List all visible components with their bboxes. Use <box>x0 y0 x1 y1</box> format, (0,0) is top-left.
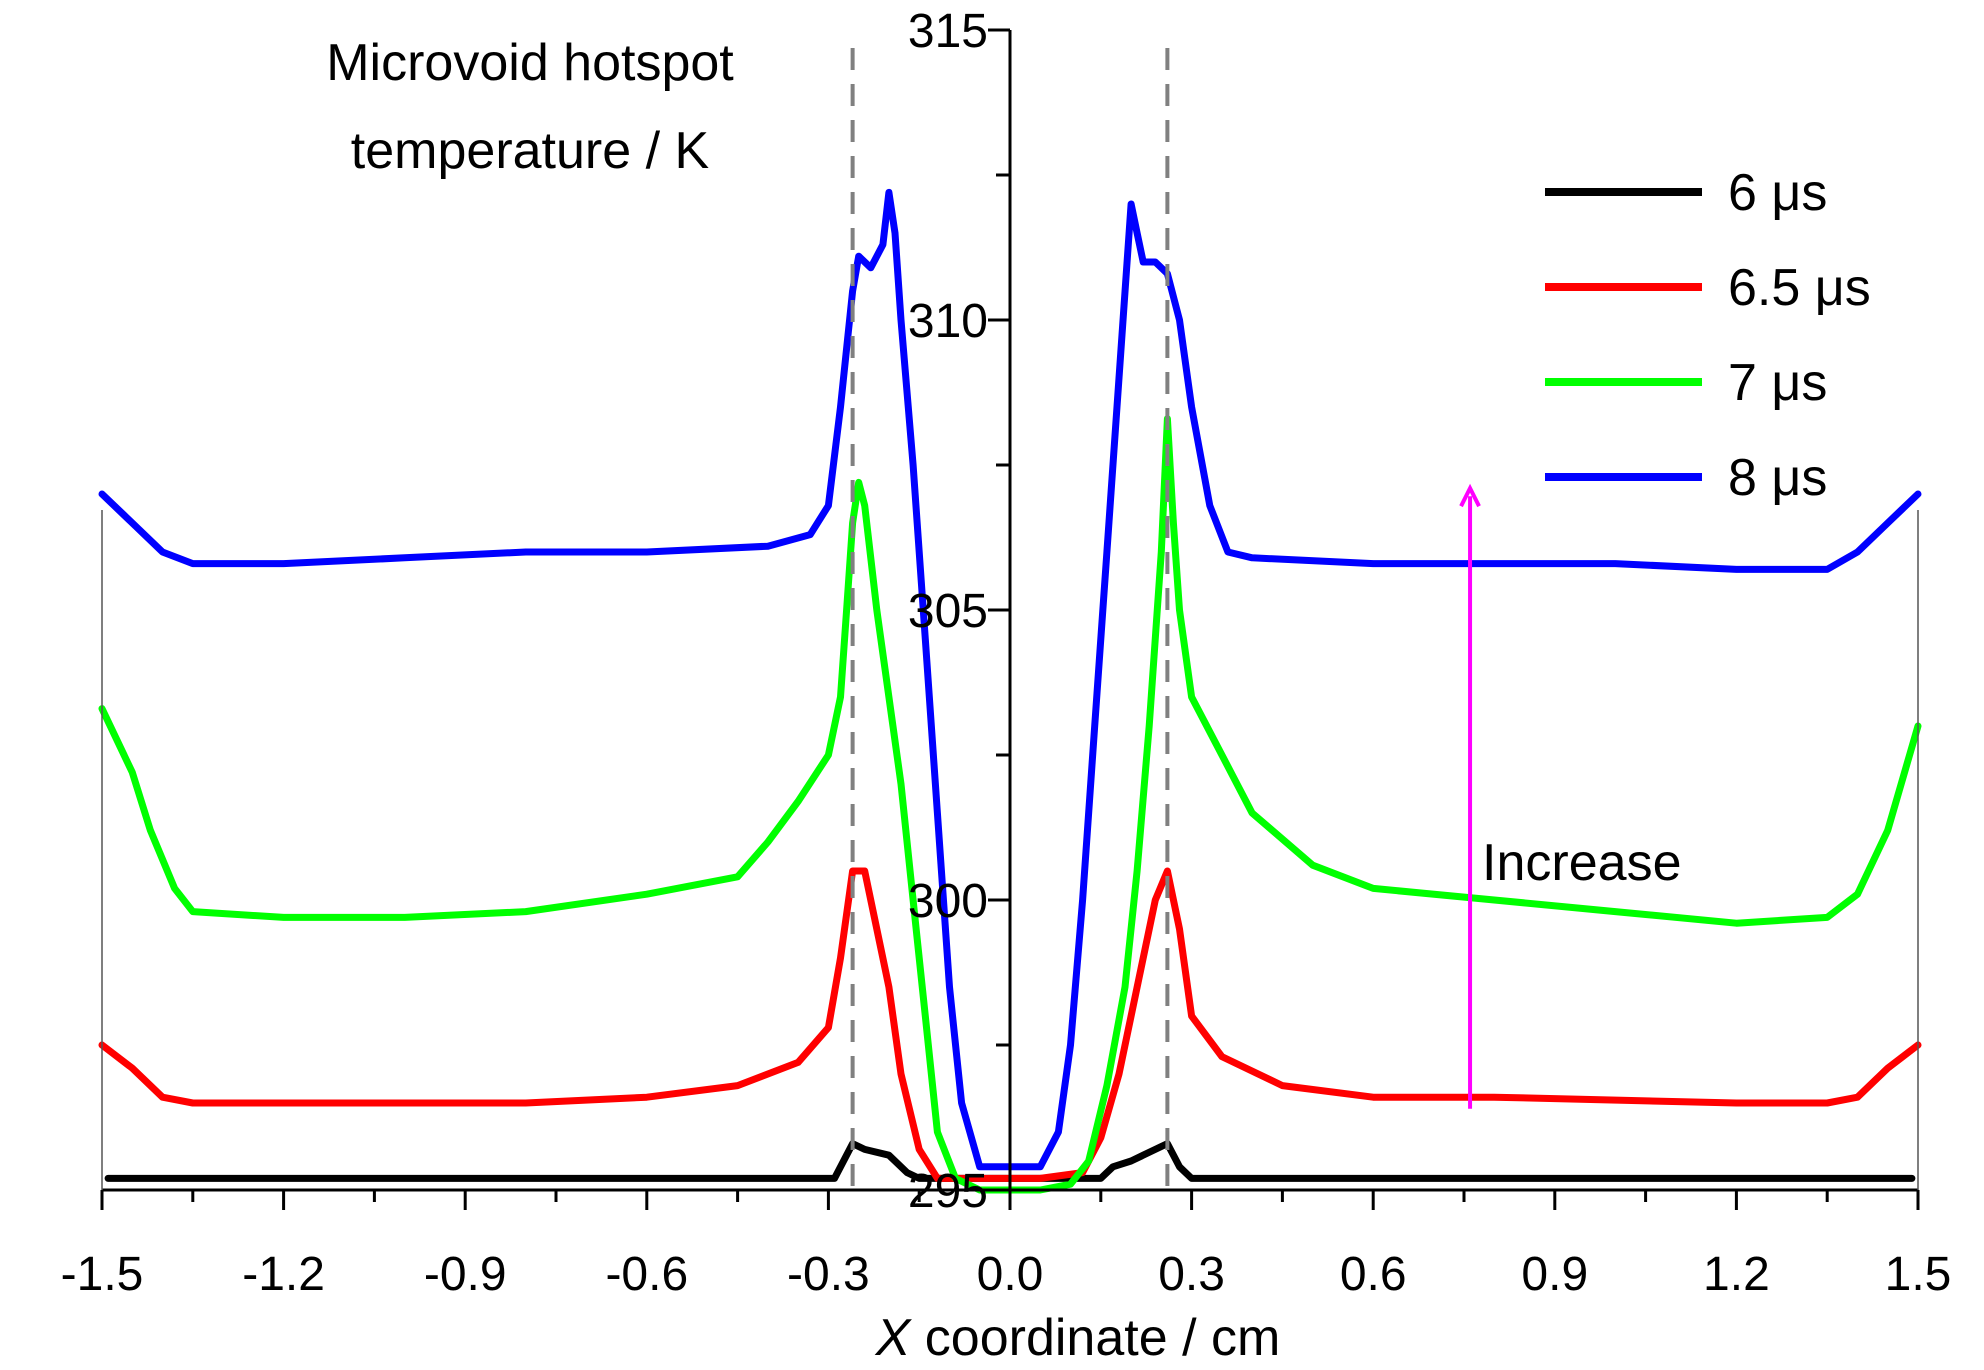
x-axis-title: X coordinate / cm <box>875 1309 1281 1367</box>
x-axis-title-italic: X <box>875 1309 913 1367</box>
x-tick-label: -0.6 <box>605 1248 688 1301</box>
x-tick-label: 0.9 <box>1521 1248 1588 1301</box>
y-tick-label: 295 <box>908 1165 988 1218</box>
annotation: Increase <box>1459 483 1682 1109</box>
legend-label: 6.5 μs <box>1728 259 1871 317</box>
x-tick-label: -1.5 <box>61 1248 144 1301</box>
x-tick-label: -0.9 <box>424 1248 507 1301</box>
x-tick-label: -0.3 <box>787 1248 870 1301</box>
x-axis-title-rest: coordinate / cm <box>910 1309 1280 1367</box>
legend: 6 μs 6.5 μs 7 μs 8 μs <box>1545 164 1871 507</box>
reference-lines <box>850 48 1170 1190</box>
x-tick-label: 1.5 <box>1885 1248 1952 1301</box>
x-tick-label: 0.6 <box>1340 1248 1407 1301</box>
y-axis-title-line-1: Microvoid hotspot <box>326 34 734 92</box>
x-tick-label: 0.3 <box>1158 1248 1225 1301</box>
x-tick-label: -1.2 <box>242 1248 325 1301</box>
y-axis-title-line-2: temperature / K <box>351 122 710 180</box>
axes: -1.5 -1.2 -0.9 -0.6 -0.3 0.0 0.3 0.6 0.9 1.2 1.5 29… <box>61 5 1952 1301</box>
y-tick-label: 300 <box>908 875 988 928</box>
increase-annotation: Increase <box>1482 834 1681 892</box>
legend-label: 8 μs <box>1728 449 1827 507</box>
legend-label: 6 μs <box>1728 164 1827 222</box>
series-line-2 <box>98 415 1922 1194</box>
y-tick-label: 315 <box>908 5 988 58</box>
legend-label: 7 μs <box>1728 354 1827 412</box>
y-tick-label: 310 <box>908 295 988 348</box>
x-tick-label: 0.0 <box>977 1248 1044 1301</box>
y-tick-label: 305 <box>908 585 988 638</box>
increase-arrow-head <box>1459 483 1481 508</box>
x-tick-label: 1.2 <box>1703 1248 1770 1301</box>
